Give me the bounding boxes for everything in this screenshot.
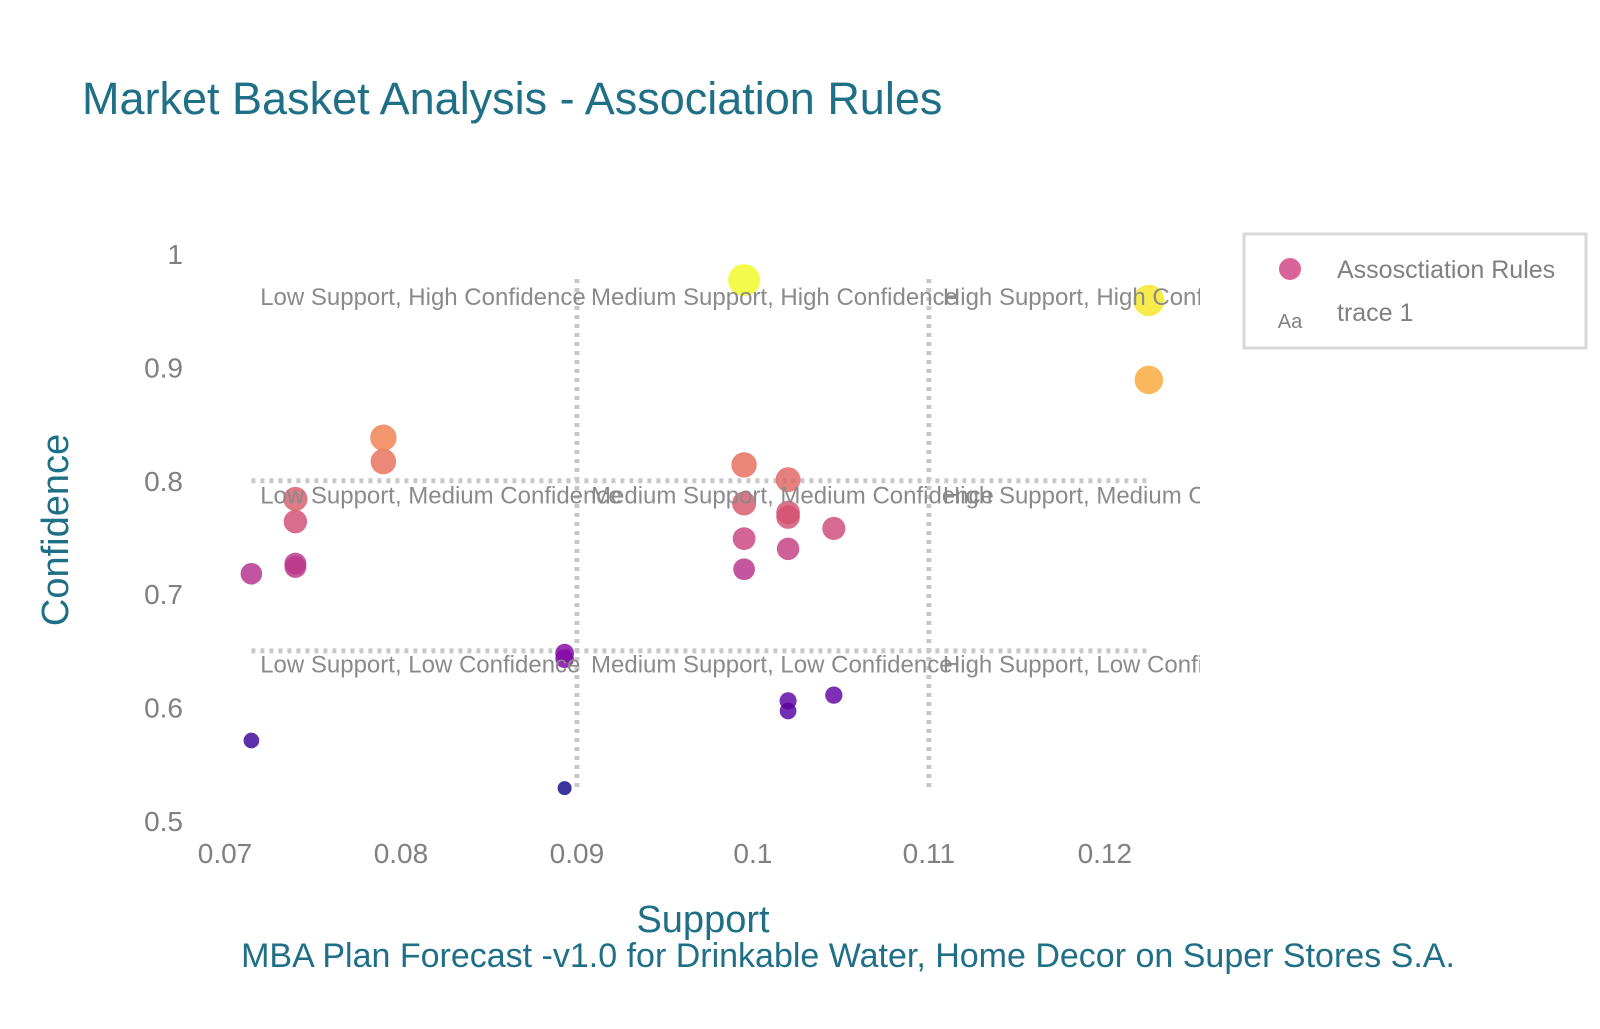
quadrant-guide-lines [251, 276, 1149, 787]
quadrant-label: High Support, Medium Confidence [943, 482, 1310, 509]
rule-marker[interactable] [370, 424, 397, 451]
x-tick-label: 0.07 [198, 838, 253, 869]
legend-entry-trace-1[interactable]: trace 1 [1337, 299, 1413, 327]
rule-marker[interactable] [283, 509, 308, 534]
rule-marker[interactable] [1133, 284, 1165, 317]
rule-marker[interactable] [557, 781, 572, 796]
quadrant-label: Low Support, High Confidence [260, 284, 586, 311]
rule-marker[interactable] [776, 537, 800, 561]
y-tick-label: 0.8 [144, 466, 183, 497]
rule-marker[interactable] [240, 562, 263, 585]
rule-marker[interactable] [776, 500, 800, 525]
x-tick-label: 0.1 [733, 838, 772, 869]
rule-marker[interactable] [1134, 365, 1164, 395]
rule-marker[interactable] [283, 486, 308, 512]
rule-marker[interactable] [733, 558, 755, 581]
x-axis-ticks: 0.07 0.08 0.09 0.1 0.11 0.12 [198, 838, 1132, 869]
quadrant-labels: Low Support, High Confidence Medium Suppo… [260, 284, 1310, 678]
legend-entry-association-rules[interactable]: Assosctiation Rules [1337, 256, 1555, 284]
quadrant-label: Low Support, Low Confidence [260, 651, 580, 678]
x-tick-label: 0.09 [550, 838, 605, 869]
rule-marker[interactable] [825, 686, 843, 704]
rule-marker[interactable] [779, 692, 797, 710]
x-tick-label: 0.11 [903, 838, 955, 869]
x-tick-label: 0.08 [374, 838, 429, 869]
legend-text-swatch: Aa [1278, 311, 1303, 333]
quadrant-label: Low Support, Medium Confidence [260, 482, 622, 509]
rule-marker[interactable] [731, 452, 757, 478]
rule-marker[interactable] [243, 732, 260, 749]
rule-marker[interactable] [822, 516, 846, 541]
rule-marker[interactable] [775, 467, 801, 493]
quadrant-label: High Support, Low Confidence [943, 651, 1269, 678]
y-tick-label: 0.7 [144, 579, 183, 610]
y-tick-label: 0.5 [144, 806, 183, 837]
rule-marker[interactable] [728, 264, 761, 297]
scatter-markers [240, 264, 1165, 796]
rule-marker[interactable] [732, 527, 756, 551]
chart-title: Market Basket Analysis - Association Rul… [82, 73, 942, 124]
y-tick-label: 1 [167, 239, 183, 270]
rule-marker[interactable] [732, 491, 757, 516]
legend[interactable]: Assosctiation Rules Aa trace 1 [1242, 232, 1588, 350]
quadrant-label: High Support, High Confidence [943, 284, 1274, 311]
legend-box [1242, 232, 1588, 350]
y-tick-label: 0.6 [144, 693, 183, 724]
rule-marker[interactable] [284, 552, 307, 575]
chart-subtitle: MBA Plan Forecast -v1.0 for Drinkable Wa… [241, 937, 1455, 975]
quadrant-label: Medium Support, Medium Confidence [591, 482, 994, 509]
quadrant-label: Medium Support, High Confidence [591, 284, 958, 311]
y-tick-label: 0.9 [144, 352, 183, 383]
rule-marker[interactable] [555, 643, 575, 663]
y-axis-title: Confidence [35, 434, 77, 626]
quadrant-label: Medium Support, Low Confidence [591, 651, 953, 678]
rule-marker[interactable] [370, 448, 397, 475]
legend-marker-swatch [1279, 258, 1301, 280]
y-axis-ticks: 0.5 0.6 0.7 0.8 0.9 1 [144, 239, 183, 837]
x-axis-title: Support [636, 899, 770, 941]
x-tick-label: 0.12 [1078, 838, 1133, 869]
